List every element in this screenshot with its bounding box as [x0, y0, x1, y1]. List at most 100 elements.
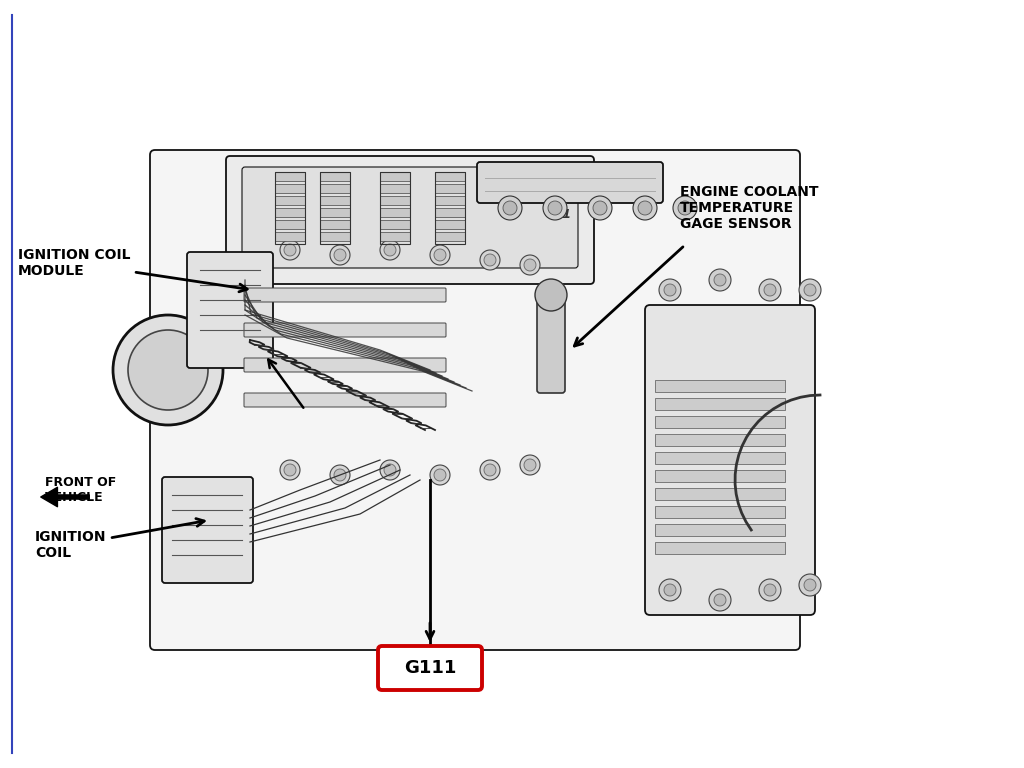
Circle shape	[280, 240, 300, 260]
Bar	[275, 172, 305, 244]
Circle shape	[480, 250, 500, 270]
Circle shape	[520, 255, 540, 275]
Circle shape	[593, 201, 607, 215]
FancyBboxPatch shape	[162, 477, 253, 583]
Bar	[655, 434, 785, 446]
Circle shape	[520, 455, 540, 475]
Bar	[655, 398, 785, 410]
Circle shape	[548, 201, 562, 215]
Circle shape	[535, 279, 567, 311]
Circle shape	[334, 249, 346, 261]
Bar	[380, 172, 410, 181]
Bar	[275, 220, 305, 229]
Bar	[435, 232, 465, 241]
FancyBboxPatch shape	[244, 358, 446, 372]
Bar	[435, 172, 465, 244]
Bar	[319, 172, 350, 181]
FancyBboxPatch shape	[244, 288, 446, 302]
Circle shape	[678, 201, 692, 215]
Bar	[319, 184, 350, 193]
Bar	[275, 232, 305, 241]
Bar	[655, 380, 785, 392]
Bar	[435, 208, 465, 217]
Bar	[655, 452, 785, 464]
FancyBboxPatch shape	[226, 156, 594, 284]
Circle shape	[664, 584, 676, 596]
Circle shape	[709, 589, 731, 611]
Bar	[319, 232, 350, 241]
Circle shape	[714, 594, 726, 606]
Circle shape	[764, 284, 776, 296]
Circle shape	[430, 245, 450, 265]
Bar	[435, 172, 465, 181]
Circle shape	[384, 244, 396, 256]
FancyBboxPatch shape	[537, 292, 565, 393]
Circle shape	[434, 469, 446, 481]
Bar	[655, 470, 785, 482]
Circle shape	[804, 579, 816, 591]
Bar	[380, 232, 410, 241]
Circle shape	[799, 279, 821, 301]
Bar	[275, 208, 305, 217]
FancyBboxPatch shape	[150, 150, 800, 650]
Circle shape	[764, 584, 776, 596]
Circle shape	[498, 196, 522, 220]
Bar	[435, 220, 465, 229]
Circle shape	[673, 196, 697, 220]
Circle shape	[799, 574, 821, 596]
Circle shape	[284, 244, 296, 256]
Bar	[275, 196, 305, 205]
Circle shape	[588, 196, 612, 220]
Bar	[380, 196, 410, 205]
Circle shape	[759, 279, 781, 301]
Circle shape	[280, 460, 300, 480]
FancyBboxPatch shape	[244, 393, 446, 407]
Bar	[380, 172, 410, 244]
Circle shape	[334, 469, 346, 481]
Bar	[655, 416, 785, 428]
Circle shape	[484, 254, 496, 266]
Text: ENGINE COOLANT
TEMPERATURE
GAGE SENSOR: ENGINE COOLANT TEMPERATURE GAGE SENSOR	[680, 185, 818, 231]
FancyBboxPatch shape	[187, 252, 273, 368]
Circle shape	[714, 274, 726, 286]
Circle shape	[380, 240, 400, 260]
Circle shape	[524, 459, 536, 471]
Bar	[380, 184, 410, 193]
Circle shape	[430, 465, 450, 485]
Bar	[319, 220, 350, 229]
Circle shape	[128, 330, 208, 410]
FancyBboxPatch shape	[244, 323, 446, 337]
Bar	[655, 488, 785, 500]
Bar	[380, 208, 410, 217]
Circle shape	[284, 464, 296, 476]
Circle shape	[434, 249, 446, 261]
Circle shape	[759, 579, 781, 601]
Circle shape	[664, 284, 676, 296]
Bar	[435, 196, 465, 205]
Circle shape	[659, 579, 681, 601]
Circle shape	[659, 279, 681, 301]
FancyBboxPatch shape	[242, 167, 578, 268]
Bar	[275, 184, 305, 193]
Circle shape	[524, 259, 536, 271]
Circle shape	[638, 201, 652, 215]
Circle shape	[480, 460, 500, 480]
Circle shape	[380, 460, 400, 480]
Bar	[319, 196, 350, 205]
Circle shape	[484, 464, 496, 476]
Bar	[275, 172, 305, 181]
Bar	[655, 542, 785, 554]
FancyBboxPatch shape	[477, 162, 663, 203]
Bar	[655, 506, 785, 518]
Text: IGNITION COIL
MODULE: IGNITION COIL MODULE	[18, 248, 247, 292]
Circle shape	[709, 269, 731, 291]
Circle shape	[330, 245, 350, 265]
FancyBboxPatch shape	[378, 646, 482, 690]
Circle shape	[804, 284, 816, 296]
Bar	[319, 172, 350, 244]
Bar	[435, 184, 465, 193]
Bar	[380, 220, 410, 229]
Text: G111: G111	[403, 659, 456, 677]
Bar	[319, 208, 350, 217]
Circle shape	[330, 465, 350, 485]
